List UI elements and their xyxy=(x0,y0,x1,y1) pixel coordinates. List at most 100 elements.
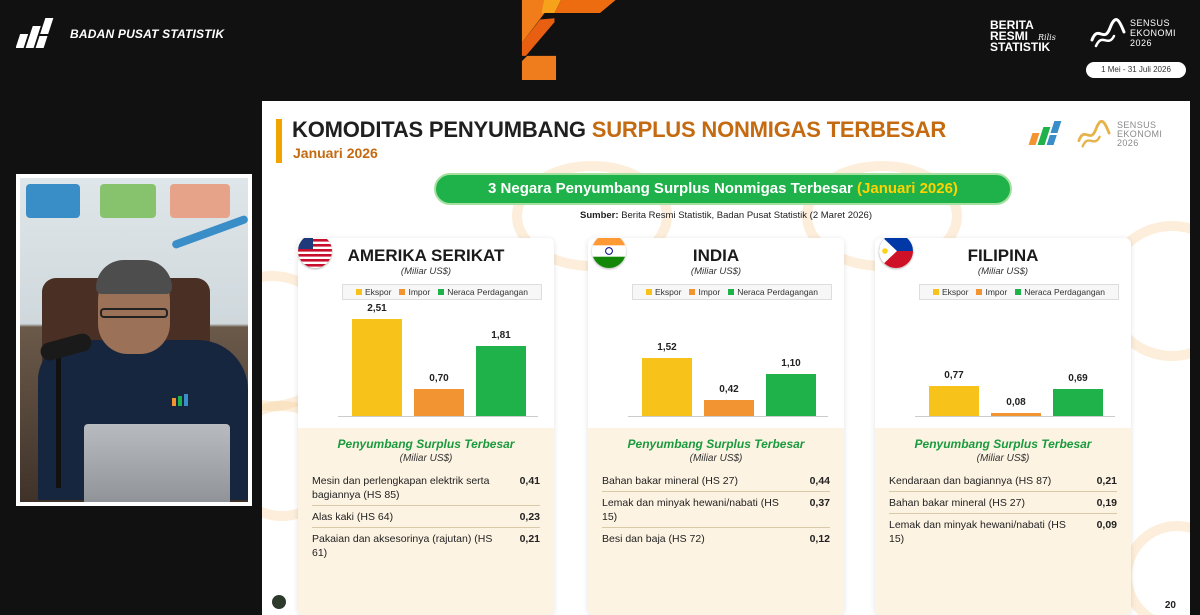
bar-impor xyxy=(704,400,754,416)
legend-item: Ekspor xyxy=(355,287,391,297)
india-flag-icon xyxy=(592,238,626,268)
banner-period: (Januari 2026) xyxy=(857,180,958,197)
sensus-line: SENSUS xyxy=(1130,18,1171,28)
commodities-list: Mesin dan perlengkapan elektrik serta ba… xyxy=(312,474,540,567)
slide-page-number: 20 xyxy=(1164,600,1176,611)
commodities-list: Kendaraan dan bagiannya (HS 87) 0,21 Bahan… xyxy=(889,474,1117,553)
brs-line: STATISTIK xyxy=(990,40,1051,54)
commodity-row: Lemak dan minyak hewani/nabati (HS 15) 0,… xyxy=(889,518,1117,549)
legend-swatch xyxy=(976,289,983,295)
chart-unit: (Miliar US$) xyxy=(400,266,452,277)
slide-logo-line: 2026 xyxy=(1117,137,1139,148)
commodities-unit: (Miliar US$) xyxy=(976,453,1030,464)
slide-title: KOMODITAS PENYUMBANG SURPLUS NONMIGAS TE… xyxy=(292,117,946,143)
legend-item: Neraca Perdagangan xyxy=(728,287,818,297)
source-note: Sumber: Berita Resmi Statistik, Badan Pu… xyxy=(262,210,1190,221)
section-banner: 3 Negara Penyumbang Surplus Nonmigas Ter… xyxy=(434,173,1012,205)
top-commodities-panel: Penyumbang Surplus Terbesar (Miliar US$) B… xyxy=(588,428,844,615)
orange-stripes xyxy=(521,0,616,80)
legend-item: Ekspor xyxy=(645,287,682,297)
bar-ekspor xyxy=(352,319,402,416)
commodity-name: Lemak dan minyak hewani/nabati (HS 15) xyxy=(889,519,1066,545)
commodities-list: Bahan bakar mineral (HS 27) 0,44 Lemak dan… xyxy=(602,474,830,553)
commodity-row: Pakaian dan aksesorinya (rajutan) (HS 61… xyxy=(312,532,540,563)
bar-value-label: 0,08 xyxy=(1006,397,1026,408)
philippines-flag-icon xyxy=(879,238,913,268)
bar-ekspor xyxy=(642,358,692,416)
slide-logos: SENSUS EKONOMI 2026 xyxy=(1027,119,1162,149)
country-card-philippines: FILIPINA (Miliar US$) Ekspor Impor Neraca Pe… xyxy=(875,238,1131,615)
legend-swatch xyxy=(728,289,735,295)
commodity-name: Alas kaki (HS 64) xyxy=(312,511,394,523)
chart-baseline xyxy=(628,416,828,417)
shirt-logo-icon xyxy=(172,394,188,406)
commodity-row: Lemak dan minyak hewani/nabati (HS 15) 0,… xyxy=(602,496,830,528)
commodity-name: Kendaraan dan bagiannya (HS 87) xyxy=(889,475,1052,487)
org-name: BADAN PUSAT STATISTIK xyxy=(70,27,225,41)
commodity-row: Mesin dan perlengkapan elektrik serta ba… xyxy=(312,474,540,506)
bar-value-label: 1,52 xyxy=(657,342,677,353)
bar-neraca-perdagangan xyxy=(766,374,816,416)
commodities-unit: (Miliar US$) xyxy=(399,453,453,464)
legend-label: Neraca Perdagangan xyxy=(1024,287,1105,297)
source-text: Berita Resmi Statistik, Badan Pusat Stat… xyxy=(621,210,872,221)
commodity-value: 0,21 xyxy=(519,533,540,545)
commodity-row: Bahan bakar mineral (HS 27) 0,44 xyxy=(602,474,830,492)
commodity-name: Bahan bakar mineral (HS 27) xyxy=(889,497,1025,509)
slide-title-plain: KOMODITAS PENYUMBANG xyxy=(292,117,586,142)
source-label: Sumber: xyxy=(580,210,619,221)
legend-label: Ekspor xyxy=(654,287,682,297)
country-name: FILIPINA xyxy=(967,246,1039,265)
country-card-usa: AMERIKA SERIKAT (Miliar US$) Ekspor Impor Ne… xyxy=(298,238,554,615)
legend-item: Impor xyxy=(976,287,1007,297)
brs-rilis: Rilis xyxy=(1038,33,1056,42)
title-accent-bar xyxy=(276,119,282,163)
slide-footer-icon xyxy=(272,595,286,609)
legend-swatch xyxy=(932,289,939,295)
bar-value-label: 0,42 xyxy=(719,384,739,395)
chart-legend: Ekspor Impor Neraca Perdagangan xyxy=(342,284,542,300)
bar-chart: 0,77 0,08 0,69 xyxy=(875,304,1131,420)
bar-value-label: 0,70 xyxy=(429,373,449,384)
commodity-value: 0,23 xyxy=(519,511,540,523)
presentation-slide: KOMODITAS PENYUMBANG SURPLUS NONMIGAS TE… xyxy=(262,101,1190,615)
brs-line: RESMI xyxy=(990,29,1029,43)
chart-legend: Ekspor Impor Neraca Perdagangan xyxy=(919,284,1119,300)
bar-value-label: 0,77 xyxy=(944,370,964,381)
commodity-name: Mesin dan perlengkapan elektrik serta ba… xyxy=(312,475,490,501)
bps-logo-icon xyxy=(1028,121,1062,145)
chart-baseline xyxy=(338,416,538,417)
census-date-range: 1 Mei - 31 Juli 2026 xyxy=(1086,62,1186,78)
country-name: AMERIKA SERIKAT xyxy=(347,246,505,265)
legend-swatch xyxy=(689,289,696,295)
commodity-name: Bahan bakar mineral (HS 27) xyxy=(602,475,738,487)
legend-item: Impor xyxy=(689,287,720,297)
top-commodities-panel: Penyumbang Surplus Terbesar (Miliar US$) M… xyxy=(298,428,554,615)
commodity-name: Pakaian dan aksesorinya (rajutan) (HS 61… xyxy=(312,533,493,559)
sensus-ekonomi-icon xyxy=(1077,119,1111,148)
chart-baseline xyxy=(915,416,1115,417)
commodity-value: 0,09 xyxy=(1096,519,1117,531)
commodity-value: 0,37 xyxy=(809,497,830,509)
legend-label: Impor xyxy=(698,287,721,297)
commodity-row: Alas kaki (HS 64) 0,23 xyxy=(312,510,540,528)
legend-item: Impor xyxy=(399,287,430,297)
commodities-title: Penyumbang Surplus Terbesar xyxy=(914,437,1092,451)
brs-line: BERITA xyxy=(990,18,1034,32)
bar-value-label: 0,69 xyxy=(1068,373,1088,384)
legend-item: Ekspor xyxy=(932,287,968,297)
berita-resmi-statistik-logo: BERITA RESMI STATISTIK Rilis xyxy=(990,18,1056,54)
chart-unit: (Miliar US$) xyxy=(690,266,742,277)
commodities-title: Penyumbang Surplus Terbesar xyxy=(627,437,805,451)
legend-label: Impor xyxy=(408,287,431,297)
legend-swatch xyxy=(1015,289,1022,295)
legend-swatch xyxy=(438,289,445,295)
bar-value-label: 2,51 xyxy=(367,303,387,314)
bar-ekspor xyxy=(929,386,979,416)
bar-neraca-perdagangan xyxy=(1053,389,1103,416)
commodity-name: Besi dan baja (HS 72) xyxy=(602,533,705,545)
country-name: INDIA xyxy=(692,246,740,265)
legend-label: Impor xyxy=(985,287,1008,297)
commodity-value: 0,19 xyxy=(1096,497,1117,509)
commodity-row: Besi dan baja (HS 72) 0,12 xyxy=(602,532,830,549)
